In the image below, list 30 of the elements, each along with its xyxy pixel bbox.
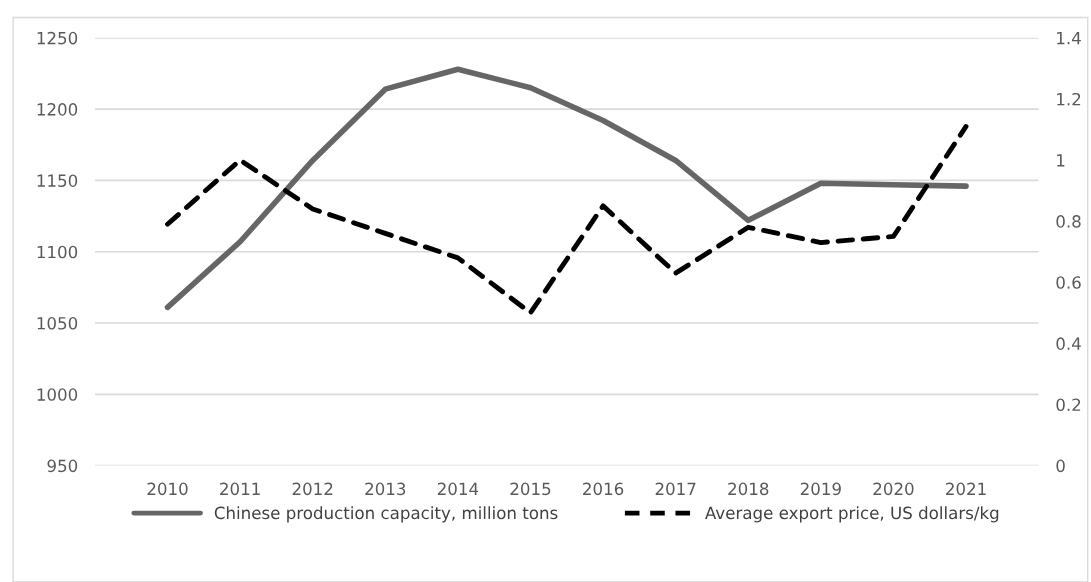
x-tick-label: 2011: [220, 482, 260, 496]
x-tick-label: 2019: [800, 482, 841, 496]
y2-tick-label: 0: [1056, 459, 1065, 473]
x-tick-label: 2020: [873, 482, 914, 496]
y2-tick-label: 0.8: [1056, 215, 1081, 228]
legend-label: Chinese production capacity, million tons: [214, 506, 558, 523]
x-tick-label: 2015: [510, 482, 551, 496]
y-tick-label: 950: [47, 459, 78, 473]
y-tick-label: 1050: [37, 316, 78, 330]
x-tick-label: 2013: [365, 482, 406, 496]
y-tick-label: 1250: [37, 31, 78, 45]
legend-label: Average export price, US dollars/kg: [705, 506, 999, 523]
line-series: [165, 124, 969, 316]
y-tick-label: 1200: [37, 103, 78, 116]
x-tick-label: 2018: [728, 482, 769, 496]
y2-tick-label: 1: [1057, 154, 1065, 167]
x-tick-label: 2010: [147, 482, 188, 496]
y-tick-label: 1000: [37, 388, 78, 401]
y2-tick-label: 0.6: [1056, 276, 1081, 289]
y2-tick-label: 0.2: [1056, 398, 1081, 412]
x-tick-label: 2014: [437, 482, 479, 496]
y2-tick-label: 1.2: [1057, 92, 1081, 106]
y-tick-label: 1100: [37, 245, 78, 259]
y-tick-label: 1150: [37, 174, 78, 187]
x-tick-label: 2012: [292, 482, 333, 496]
x-tick-label: 2017: [655, 482, 696, 496]
y2-tick-label: 1.4: [1057, 32, 1081, 45]
y2-tick-label: 0.4: [1056, 337, 1081, 350]
x-tick-label: 2016: [583, 482, 624, 496]
x-tick-label: 2021: [946, 482, 986, 496]
